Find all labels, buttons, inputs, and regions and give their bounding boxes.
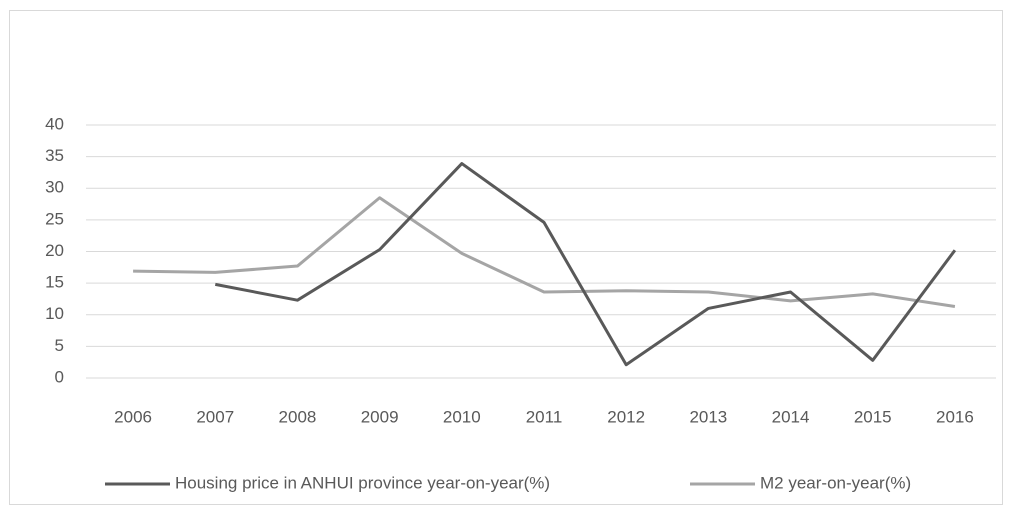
series-line [214,162,957,367]
y-tick-label: 25 [45,209,64,228]
x-tick-label: 2010 [443,407,481,426]
y-tick-label: 15 [45,273,64,292]
x-tick-label: 2012 [607,407,645,426]
x-tick-label: 2006 [114,407,152,426]
y-tick-label: 0 [55,367,64,386]
legend-label: M2 year-on-year(%) [760,473,911,492]
y-tick-label: 10 [45,304,64,323]
y-tick-label: 5 [55,336,64,355]
y-tick-label: 30 [45,178,64,197]
x-tick-label: 2016 [936,407,974,426]
y-tick-label: 40 [45,114,64,133]
x-tick-label: 2011 [526,407,563,426]
x-tick-label: 2009 [361,407,399,426]
legend-label: Housing price in ANHUI province year-on-… [175,473,550,492]
y-tick-label: 20 [45,241,64,260]
y-tick-label: 35 [45,146,64,165]
x-tick-label: 2008 [279,407,317,426]
x-tick-label: 2014 [772,407,810,426]
series-line [133,196,956,309]
x-tick-label: 2013 [689,407,727,426]
chart-border [9,10,1003,505]
x-tick-label: 2007 [196,407,234,426]
x-tick-label: 2015 [854,407,892,426]
